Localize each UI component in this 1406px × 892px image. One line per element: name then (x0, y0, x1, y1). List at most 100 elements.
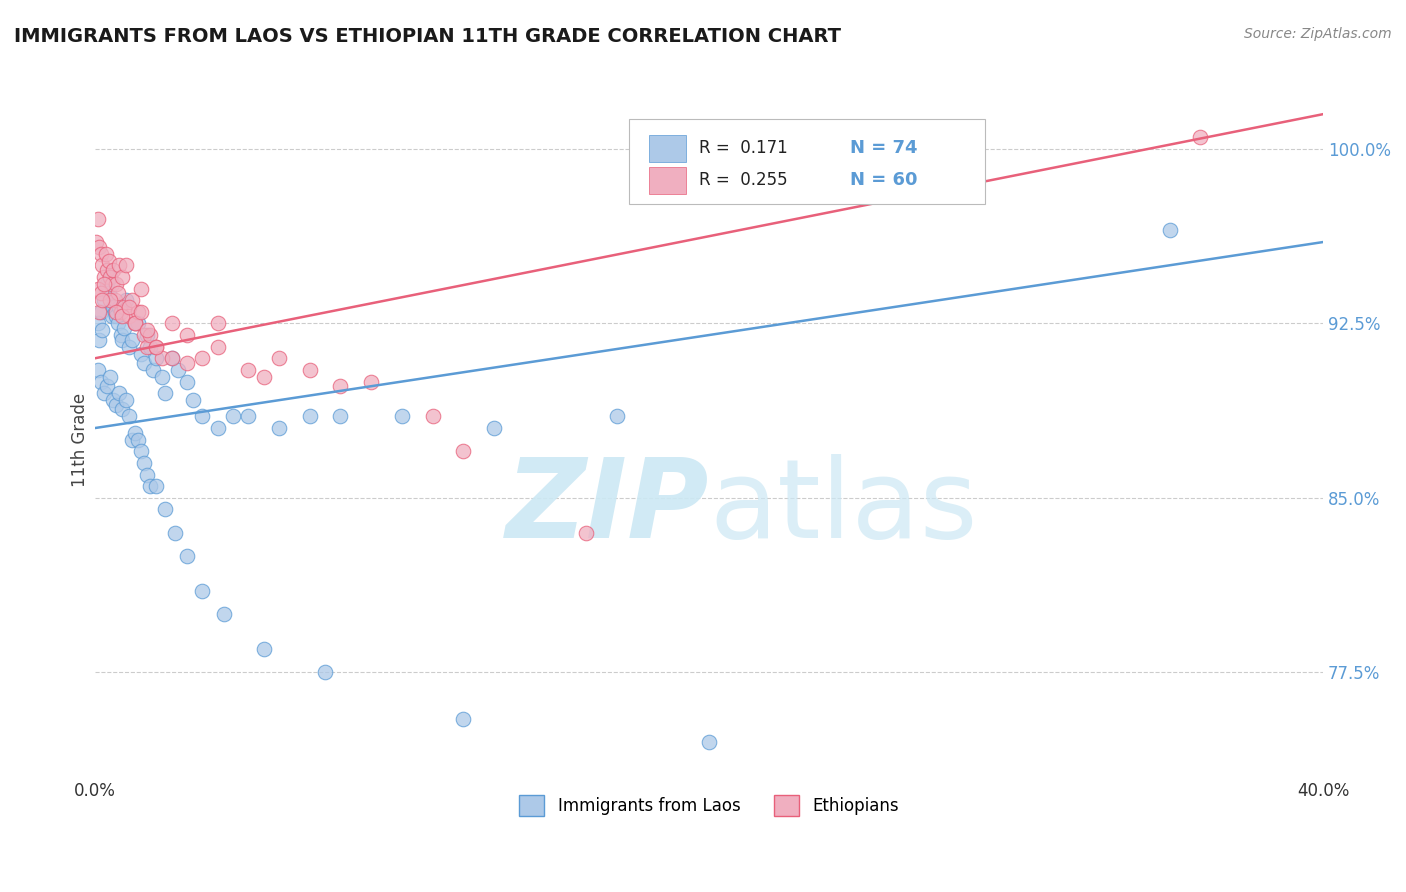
Point (97, 286, 120, 301)
FancyBboxPatch shape (648, 135, 686, 161)
Point (314, 665, 336, 680)
Point (98, 269, 121, 284)
Point (100, 277, 122, 291)
Text: IMMIGRANTS FROM LAOS VS ETHIOPIAN 11TH GRADE CORRELATION CHART: IMMIGRANTS FROM LAOS VS ETHIOPIAN 11TH G… (14, 27, 841, 45)
FancyBboxPatch shape (628, 120, 986, 203)
Point (191, 583, 214, 598)
Point (93, 386, 115, 401)
Point (93, 277, 115, 291)
Point (238, 363, 260, 377)
Point (107, 286, 129, 301)
Point (112, 300, 135, 314)
Point (103, 300, 125, 314)
Point (238, 409, 260, 424)
Point (111, 269, 134, 284)
Point (111, 310, 134, 324)
Point (129, 444, 152, 458)
Point (108, 386, 131, 401)
Text: R =  0.255: R = 0.255 (699, 171, 787, 189)
Point (111, 333, 134, 347)
Point (298, 363, 321, 377)
Point (127, 305, 149, 319)
Point (114, 293, 136, 308)
Point (91, 293, 114, 308)
Point (132, 328, 155, 343)
Point (697, 735, 720, 749)
Point (93, 269, 115, 284)
Point (103, 393, 125, 408)
Point (191, 351, 214, 366)
Point (124, 425, 146, 440)
Point (87, 211, 110, 226)
Point (114, 393, 136, 408)
Point (124, 317, 146, 331)
Point (160, 317, 183, 331)
Point (90, 375, 112, 389)
Y-axis label: 11th Grade: 11th Grade (72, 392, 89, 487)
Point (107, 317, 129, 331)
Point (163, 525, 186, 540)
Point (145, 479, 167, 493)
Point (124, 317, 146, 331)
Point (112, 321, 135, 335)
Point (110, 305, 132, 319)
Point (391, 409, 413, 424)
Point (329, 409, 352, 424)
Point (422, 409, 444, 424)
Point (176, 328, 198, 343)
Point (105, 398, 128, 412)
Point (110, 328, 132, 343)
Point (145, 340, 167, 354)
Point (155, 502, 177, 516)
Point (98, 370, 121, 384)
Point (360, 375, 382, 389)
Point (89, 333, 111, 347)
Text: atlas: atlas (709, 454, 977, 561)
Point (121, 433, 143, 447)
Point (207, 317, 229, 331)
Point (575, 525, 598, 540)
Point (105, 305, 128, 319)
Point (606, 409, 628, 424)
Point (86, 235, 108, 249)
Point (453, 444, 475, 458)
Point (127, 317, 149, 331)
Point (129, 346, 152, 360)
Point (129, 305, 152, 319)
Point (150, 370, 173, 384)
Point (117, 300, 139, 314)
Point (94, 281, 117, 295)
Point (207, 340, 229, 354)
Point (100, 310, 122, 324)
Point (136, 323, 159, 337)
Point (96, 277, 118, 291)
Point (139, 328, 162, 343)
Point (160, 351, 183, 366)
Point (108, 300, 131, 314)
Point (121, 293, 143, 308)
Point (142, 363, 165, 377)
Point (136, 340, 159, 354)
Point (166, 363, 188, 377)
Point (139, 479, 162, 493)
Point (253, 370, 276, 384)
Point (98, 269, 121, 284)
Point (117, 310, 139, 324)
Point (453, 712, 475, 726)
Point (96, 263, 118, 277)
Point (104, 293, 127, 308)
Point (127, 433, 149, 447)
Point (98, 293, 121, 308)
Point (176, 375, 198, 389)
Point (121, 333, 143, 347)
Legend: Immigrants from Laos, Ethiopians: Immigrants from Laos, Ethiopians (513, 789, 905, 822)
Point (87, 317, 110, 331)
Text: ZIP: ZIP (506, 454, 709, 561)
Point (114, 258, 136, 272)
Point (117, 409, 139, 424)
Point (96, 379, 118, 393)
Point (482, 421, 505, 435)
Point (104, 305, 127, 319)
Point (298, 409, 321, 424)
Point (150, 351, 173, 366)
